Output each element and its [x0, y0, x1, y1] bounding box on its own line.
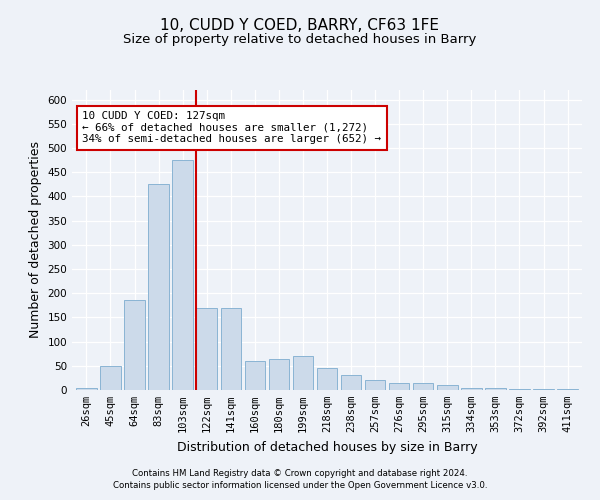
Y-axis label: Number of detached properties: Number of detached properties — [29, 142, 42, 338]
Text: 10 CUDD Y COED: 127sqm
← 66% of detached houses are smaller (1,272)
34% of semi-: 10 CUDD Y COED: 127sqm ← 66% of detached… — [82, 111, 381, 144]
Bar — [221, 308, 241, 390]
Text: 10, CUDD Y COED, BARRY, CF63 1FE: 10, CUDD Y COED, BARRY, CF63 1FE — [161, 18, 439, 32]
Bar — [557, 389, 578, 390]
Bar — [509, 388, 530, 390]
Bar — [365, 380, 385, 390]
Bar — [196, 308, 217, 390]
Bar — [245, 361, 265, 390]
Text: Contains HM Land Registry data © Crown copyright and database right 2024.: Contains HM Land Registry data © Crown c… — [132, 468, 468, 477]
Bar — [172, 160, 193, 390]
Bar — [148, 184, 169, 390]
Bar — [100, 366, 121, 390]
Bar — [533, 388, 554, 390]
Text: Size of property relative to detached houses in Barry: Size of property relative to detached ho… — [124, 32, 476, 46]
Bar — [317, 368, 337, 390]
Bar — [293, 356, 313, 390]
Text: Contains public sector information licensed under the Open Government Licence v3: Contains public sector information licen… — [113, 481, 487, 490]
X-axis label: Distribution of detached houses by size in Barry: Distribution of detached houses by size … — [176, 440, 478, 454]
Bar — [437, 385, 458, 390]
Bar — [76, 388, 97, 390]
Bar — [341, 376, 361, 390]
Bar — [389, 382, 409, 390]
Bar — [413, 382, 433, 390]
Bar — [485, 388, 506, 390]
Bar — [461, 388, 482, 390]
Bar — [124, 300, 145, 390]
Bar — [269, 358, 289, 390]
